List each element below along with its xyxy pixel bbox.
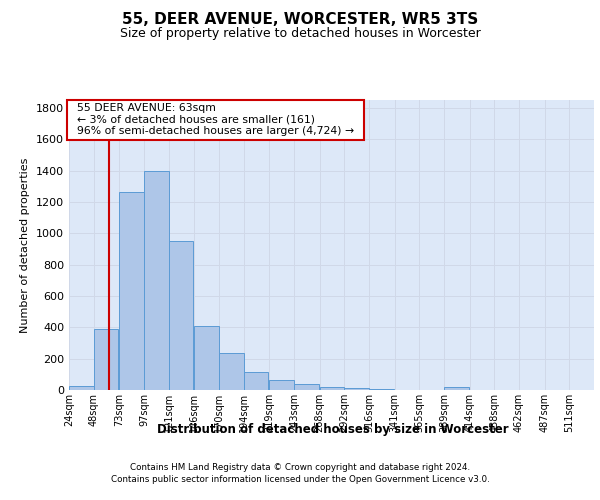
Bar	[169, 241, 193, 390]
Bar	[244, 372, 268, 390]
Text: 55, DEER AVENUE, WORCESTER, WR5 3TS: 55, DEER AVENUE, WORCESTER, WR5 3TS	[122, 12, 478, 28]
Text: Distribution of detached houses by size in Worcester: Distribution of detached houses by size …	[157, 422, 509, 436]
Bar	[269, 380, 294, 390]
Bar	[320, 387, 344, 390]
Text: 55 DEER AVENUE: 63sqm  
  ← 3% of detached houses are smaller (161)  
  96% of s: 55 DEER AVENUE: 63sqm ← 3% of detached h…	[70, 103, 361, 136]
Y-axis label: Number of detached properties: Number of detached properties	[20, 158, 31, 332]
Text: Contains public sector information licensed under the Open Government Licence v3: Contains public sector information licen…	[110, 475, 490, 484]
Bar	[294, 384, 319, 390]
Bar	[194, 326, 219, 390]
Bar	[344, 388, 369, 390]
Bar	[119, 192, 144, 390]
Bar	[94, 329, 118, 390]
Text: Size of property relative to detached houses in Worcester: Size of property relative to detached ho…	[119, 28, 481, 40]
Bar	[444, 387, 469, 390]
Bar	[69, 386, 94, 390]
Bar	[144, 172, 169, 390]
Bar	[369, 388, 394, 390]
Text: Contains HM Land Registry data © Crown copyright and database right 2024.: Contains HM Land Registry data © Crown c…	[130, 462, 470, 471]
Bar	[219, 354, 244, 390]
